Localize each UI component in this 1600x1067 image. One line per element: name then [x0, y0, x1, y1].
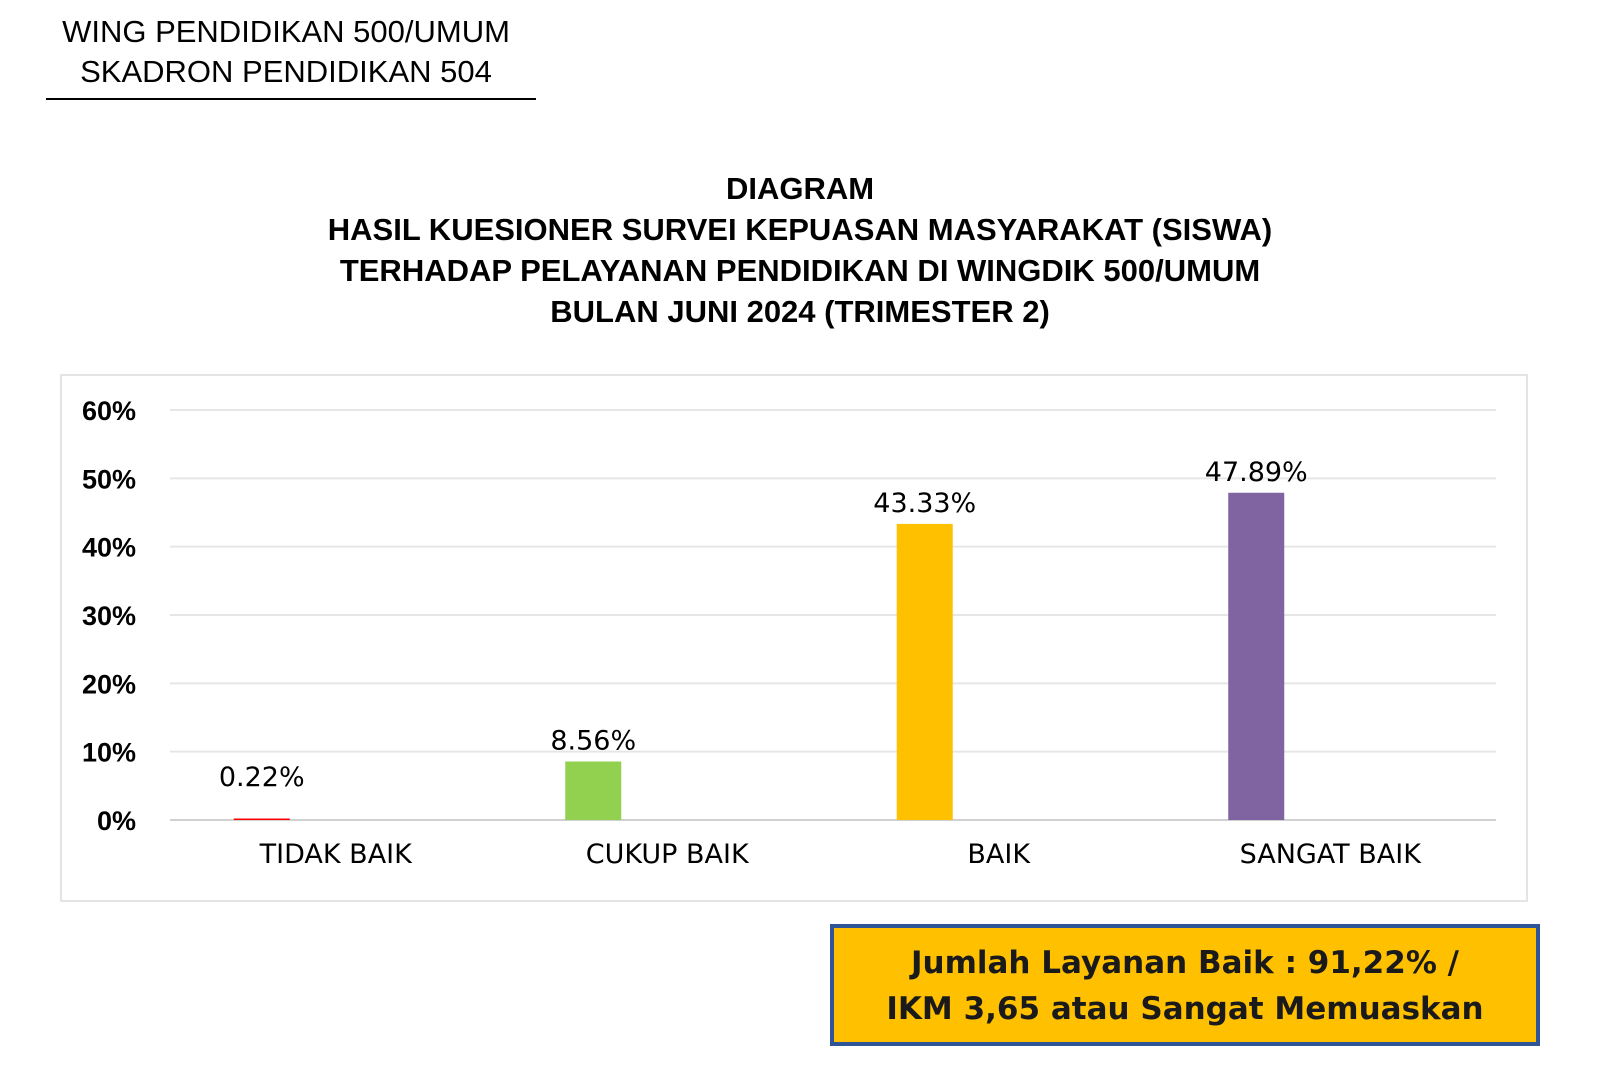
- y-tick-label: 10%: [82, 738, 136, 768]
- organization-line-1: WING PENDIDIKAN 500/UMUM: [62, 14, 510, 49]
- organization-header: WING PENDIDIKAN 500/UMUM SKADRON PENDIDI…: [36, 12, 536, 92]
- data-label: 47.89%: [1205, 457, 1308, 488]
- y-tick-label: 50%: [82, 464, 136, 494]
- y-tick-label: 40%: [82, 533, 136, 563]
- chart-title: DIAGRAM HASIL KUESIONER SURVEI KEPUASAN …: [0, 168, 1600, 332]
- bar: [896, 523, 953, 820]
- organization-line-2: SKADRON PENDIDIKAN 504: [80, 54, 492, 89]
- bar: [565, 761, 622, 820]
- title-line-3: TERHADAP PELAYANAN PENDIDIKAN DI WINGDIK…: [339, 253, 1261, 288]
- title-line-2: HASIL KUESIONER SURVEI KEPUASAN MASYARAK…: [327, 212, 1273, 247]
- x-tick-label: SANGAT BAIK: [1240, 839, 1423, 870]
- bar: [233, 818, 290, 820]
- y-tick-label: 30%: [82, 601, 136, 631]
- bar: [1228, 492, 1285, 820]
- data-label: 43.33%: [873, 488, 976, 519]
- data-label: 0.22%: [219, 762, 305, 793]
- summary-line-1: Jumlah Layanan Baik : 91,22% /: [910, 945, 1459, 981]
- y-tick-label: 60%: [82, 396, 136, 426]
- header-underline: [46, 98, 536, 100]
- title-line-1: DIAGRAM: [725, 171, 875, 206]
- bar-chart: 0% 10% 20% 30% 40% 50% 60% 0.22% TIDAK BAIK 8.56%…: [82, 396, 1496, 870]
- data-label: 8.56%: [550, 726, 636, 757]
- summary-box: Jumlah Layanan Baik : 91,22% / IKM 3,65 …: [830, 924, 1540, 1046]
- x-tick-label: CUKUP BAIK: [586, 839, 750, 870]
- title-line-4: BULAN JUNI 2024 (TRIMESTER 2): [550, 294, 1050, 329]
- y-tick-label: 0%: [97, 806, 136, 836]
- x-tick-label: TIDAK BAIK: [259, 839, 413, 870]
- x-tick-label: BAIK: [967, 839, 1031, 870]
- y-tick-label: 20%: [82, 669, 136, 699]
- summary-line-2: IKM 3,65 atau Sangat Memuaskan: [886, 991, 1484, 1027]
